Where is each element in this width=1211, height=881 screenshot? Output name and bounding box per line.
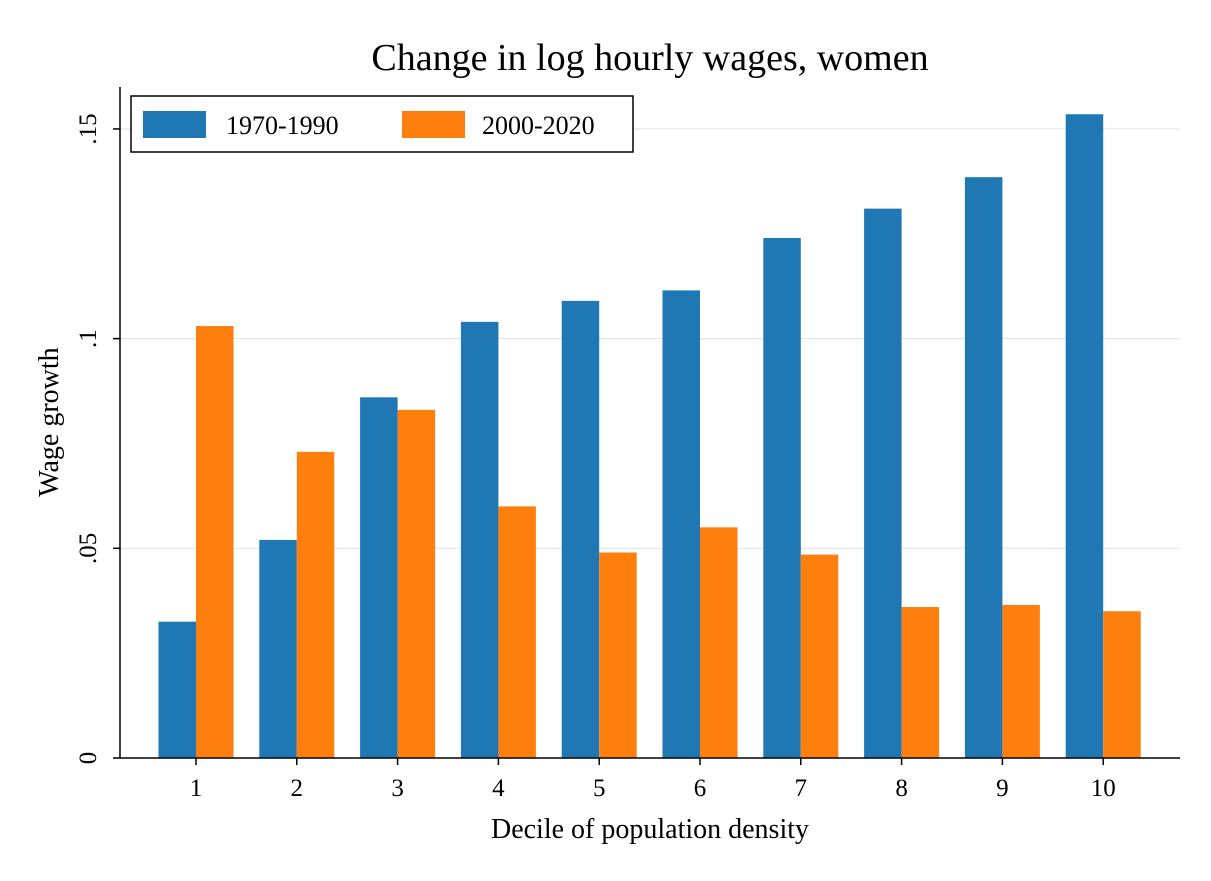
legend-label-1970-1990: 1970-1990 — [226, 111, 339, 140]
bar-2000-2020-decile-7 — [800, 554, 839, 758]
bar-1970-1990-decile-3 — [360, 397, 398, 758]
x-tick-label-3: 3 — [391, 775, 404, 802]
bar-1970-1990-decile-2 — [259, 539, 297, 758]
x-tick-label-1: 1 — [190, 775, 203, 802]
bar-1970-1990-decile-10 — [1065, 114, 1104, 758]
legend: 1970-1990 2000-2020 — [130, 95, 634, 153]
y-tick-label: .05 — [75, 533, 102, 564]
x-tick-label-5: 5 — [593, 775, 606, 802]
legend-swatch-2000-2020 — [402, 111, 465, 138]
bar-1970-1990-decile-6 — [662, 290, 700, 758]
bar-1970-1990-decile-1 — [158, 621, 196, 758]
bar-2000-2020-decile-4 — [498, 506, 536, 758]
legend-frame — [130, 95, 634, 153]
legend-swatch-1970-1990 — [143, 111, 206, 138]
y-axis-label: Wage growth — [34, 347, 65, 496]
x-tick-label-6: 6 — [694, 775, 707, 802]
x-tick-label-4: 4 — [492, 775, 505, 802]
bar-2000-2020-decile-5 — [599, 552, 637, 758]
bars — [158, 114, 1141, 759]
x-tick-label-9: 9 — [996, 775, 1009, 802]
y-tick-label: 0 — [75, 752, 102, 765]
bar-2000-2020-decile-8 — [901, 607, 940, 758]
bar-2000-2020-decile-10 — [1103, 611, 1141, 758]
bar-2000-2020-decile-2 — [296, 451, 335, 758]
bar-1970-1990-decile-4 — [460, 321, 499, 758]
y-axis-ticks: 0 .05 .1 .15 — [75, 113, 120, 764]
chart-title: Change in log hourly wages, women — [371, 37, 928, 79]
bar-1970-1990-decile-5 — [561, 300, 600, 758]
y-tick-label: .1 — [75, 329, 102, 348]
x-tick-label-2: 2 — [291, 775, 304, 802]
bar-1970-1990-decile-9 — [964, 177, 1003, 758]
bar-2000-2020-decile-9 — [1002, 604, 1040, 758]
bar-1970-1990-decile-7 — [763, 237, 801, 759]
x-tick-label-7: 7 — [795, 775, 808, 802]
x-tick-label-8: 8 — [895, 775, 908, 802]
bar-1970-1990-decile-8 — [864, 208, 902, 758]
legend-label-2000-2020: 2000-2020 — [482, 111, 595, 140]
bar-2000-2020-decile-1 — [196, 326, 234, 758]
x-axis-ticks: 1 2 3 4 5 6 7 8 9 10 — [190, 758, 1116, 802]
x-tick-label-10: 10 — [1091, 775, 1116, 802]
bar-2000-2020-decile-3 — [397, 409, 436, 758]
x-axis-label: Decile of population density — [491, 814, 809, 845]
y-tick-label: .15 — [75, 113, 102, 144]
bar-2000-2020-decile-6 — [700, 527, 738, 758]
grid-lines — [120, 128, 1180, 549]
